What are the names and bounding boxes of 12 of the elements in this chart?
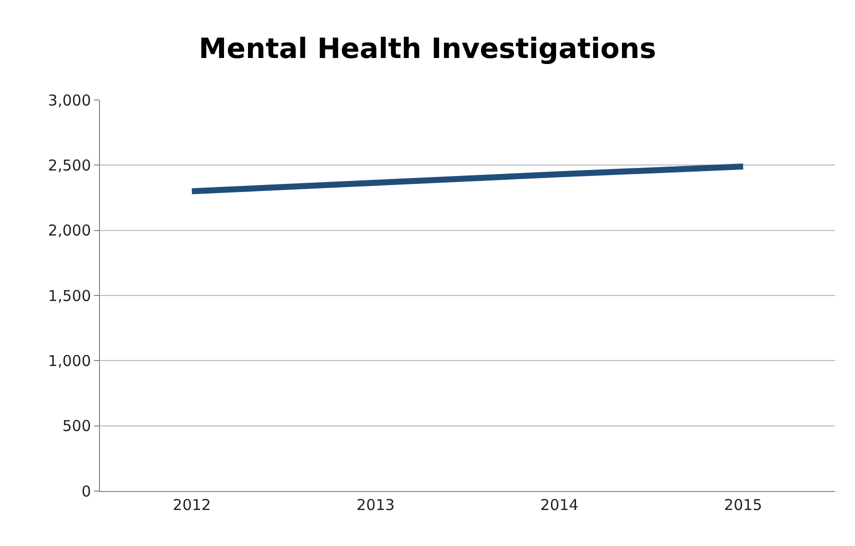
chart-title: Mental Health Investigations: [198, 32, 656, 65]
x-tick-label: 2015: [724, 496, 762, 514]
x-tick-label: 2014: [540, 496, 578, 514]
y-tick-label: 3,000: [48, 91, 91, 110]
y-tick-label: 1,500: [48, 286, 91, 305]
y-tick-label: 2,000: [48, 222, 91, 240]
x-tick-label: 2012: [172, 496, 211, 514]
y-tick-label: 2,500: [48, 156, 91, 174]
y-tick-label: 0: [81, 482, 91, 500]
y-tick-label: 1,000: [48, 352, 91, 370]
y-tick-label: 500: [62, 417, 91, 436]
x-tick-label: 2013: [356, 496, 395, 514]
